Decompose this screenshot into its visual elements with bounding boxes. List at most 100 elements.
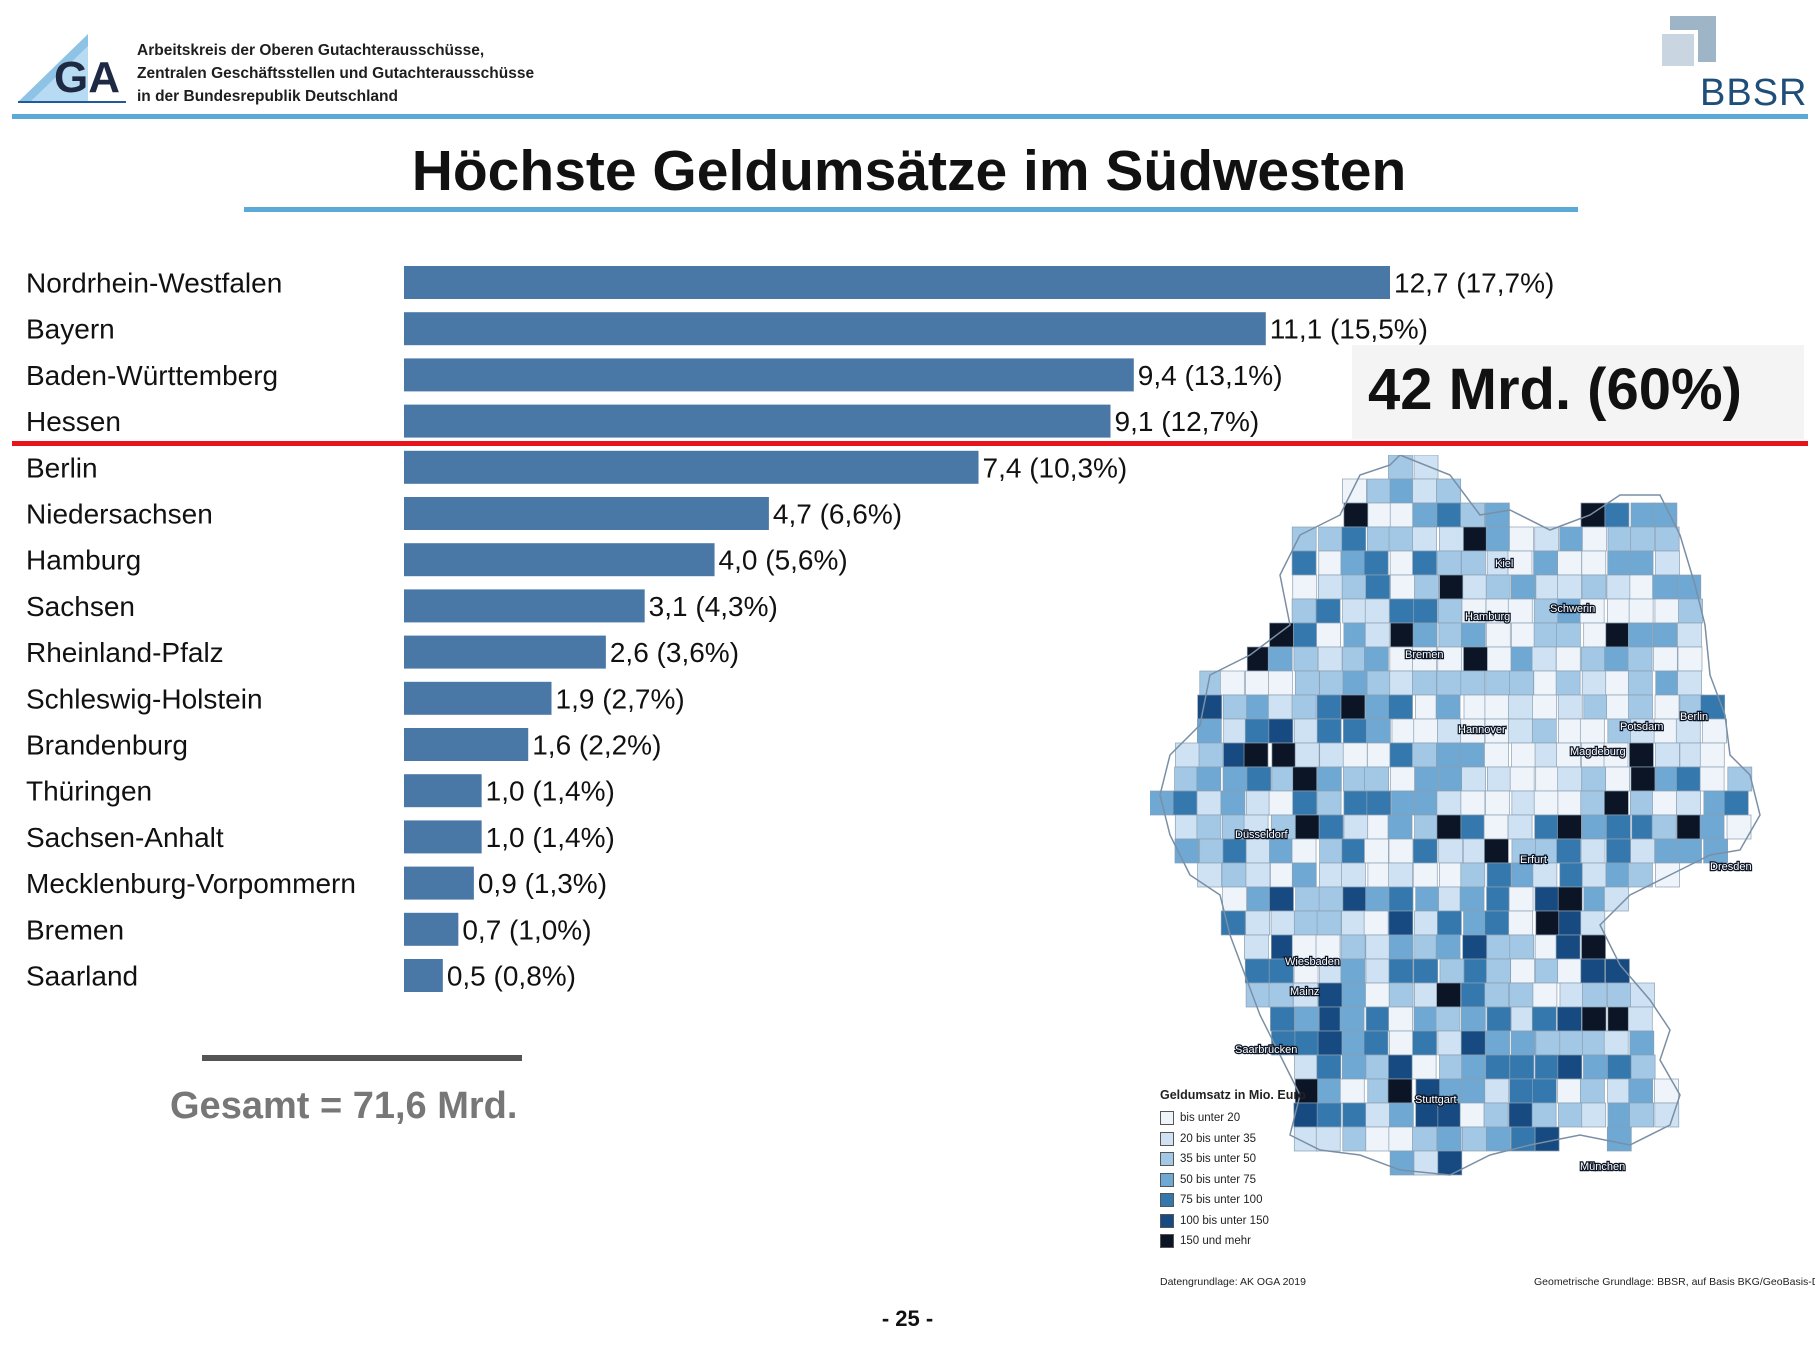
map-district bbox=[1318, 1006, 1344, 1032]
category-label: Nordrhein-Westfalen bbox=[26, 268, 282, 299]
map-district bbox=[1365, 982, 1390, 1008]
map-district bbox=[1269, 622, 1294, 648]
map-district bbox=[1317, 1078, 1342, 1104]
map-district bbox=[1415, 790, 1441, 816]
map-district bbox=[1461, 1054, 1486, 1080]
map-district bbox=[1244, 958, 1270, 984]
map-city-label: Magdeburg bbox=[1570, 746, 1626, 758]
map-district bbox=[1510, 646, 1536, 672]
map-district bbox=[1484, 742, 1509, 768]
map-district bbox=[1533, 550, 1558, 576]
map-district bbox=[1535, 1030, 1561, 1056]
map-district bbox=[1630, 1054, 1656, 1080]
map-district bbox=[1436, 502, 1462, 528]
map-district bbox=[1726, 814, 1752, 840]
map-district bbox=[1508, 694, 1533, 720]
map-district bbox=[1439, 1054, 1464, 1080]
data-source-note: Datengrundlage: AK OGA 2019 bbox=[1160, 1276, 1306, 1288]
map-district bbox=[1580, 646, 1606, 672]
map-district bbox=[1339, 1006, 1365, 1032]
map-city-label: Dresden bbox=[1710, 861, 1752, 873]
map-district bbox=[1439, 526, 1464, 552]
map-district bbox=[1412, 1030, 1437, 1056]
map-district bbox=[1413, 958, 1439, 984]
map-district bbox=[1244, 934, 1269, 960]
legend-item: 20 bis unter 35 bbox=[1160, 1129, 1420, 1150]
map-district bbox=[1198, 742, 1224, 768]
bar-value-label: 1,9 (2,7%) bbox=[556, 683, 685, 714]
map-district bbox=[1531, 718, 1557, 744]
map-district bbox=[1437, 718, 1462, 744]
map-district bbox=[1291, 598, 1317, 624]
map-district bbox=[1460, 1030, 1486, 1056]
map-district bbox=[1703, 790, 1729, 816]
map-district bbox=[1439, 574, 1464, 600]
map-district bbox=[1583, 694, 1609, 720]
map-district bbox=[1509, 1054, 1535, 1080]
map-district bbox=[1292, 982, 1318, 1008]
bar-value-label: 9,4 (13,1%) bbox=[1138, 360, 1283, 391]
map-legend-title: Geldumsatz in Mio. Euro bbox=[1160, 1088, 1306, 1102]
map-district bbox=[1364, 766, 1389, 792]
map-district bbox=[1222, 886, 1248, 912]
map-district bbox=[1220, 790, 1246, 816]
bar-value-label: 3,1 (4,3%) bbox=[649, 591, 778, 622]
map-district bbox=[1534, 526, 1560, 552]
map-district bbox=[1507, 598, 1533, 624]
map-city-label: Mainz bbox=[1290, 986, 1319, 998]
map-district bbox=[1607, 718, 1633, 744]
map-district bbox=[1627, 1006, 1653, 1032]
map-district bbox=[1463, 694, 1489, 720]
category-label: Schleswig-Holstein bbox=[26, 683, 263, 714]
map-district bbox=[1462, 934, 1488, 960]
map-district bbox=[1413, 598, 1438, 624]
map-district bbox=[1652, 502, 1678, 528]
category-label: Hamburg bbox=[26, 545, 141, 576]
map-district bbox=[1319, 670, 1344, 696]
map-district bbox=[1414, 574, 1440, 600]
map-district bbox=[1364, 646, 1389, 672]
top-four-divider bbox=[12, 441, 1808, 446]
map-district bbox=[1412, 838, 1438, 864]
map-district bbox=[1439, 1078, 1465, 1104]
map-district bbox=[1343, 814, 1369, 840]
map-district bbox=[1580, 910, 1606, 936]
map-district bbox=[1342, 742, 1368, 768]
map-district bbox=[1507, 550, 1533, 576]
map-district bbox=[1435, 934, 1461, 960]
map-district bbox=[1699, 766, 1725, 792]
bar-value-label: 0,9 (1,3%) bbox=[478, 868, 607, 899]
map-district bbox=[1510, 1030, 1536, 1056]
map-district bbox=[1483, 1102, 1509, 1128]
map-district bbox=[1603, 742, 1629, 768]
map-district bbox=[1269, 838, 1294, 864]
map-district bbox=[1485, 670, 1511, 696]
map-district bbox=[1439, 862, 1464, 888]
map-district bbox=[1341, 646, 1367, 672]
map-district bbox=[1582, 1030, 1607, 1056]
map-district bbox=[1628, 550, 1654, 576]
legend-swatch bbox=[1160, 1152, 1174, 1167]
map-district bbox=[1318, 526, 1343, 552]
map-district bbox=[1605, 670, 1631, 696]
map-district bbox=[1630, 838, 1655, 864]
map-district bbox=[1389, 1102, 1414, 1128]
map-district bbox=[1699, 742, 1725, 768]
map-district bbox=[1607, 1078, 1632, 1104]
map-district bbox=[1654, 1078, 1679, 1104]
bar-value-label: 0,7 (1,0%) bbox=[462, 914, 591, 945]
map-district bbox=[1412, 670, 1437, 696]
map-district bbox=[1605, 766, 1630, 792]
map-district bbox=[1365, 574, 1391, 600]
map-district bbox=[1531, 1006, 1557, 1032]
map-district bbox=[1388, 934, 1414, 960]
map-district bbox=[1388, 1054, 1413, 1080]
map-district bbox=[1340, 550, 1366, 576]
map-district bbox=[1293, 1102, 1319, 1128]
map-district bbox=[1388, 1126, 1414, 1152]
map-district bbox=[1413, 1006, 1439, 1032]
map-district bbox=[1388, 862, 1413, 888]
map-district bbox=[1484, 910, 1510, 936]
map-district bbox=[1676, 790, 1701, 816]
map-district bbox=[1316, 1054, 1342, 1080]
